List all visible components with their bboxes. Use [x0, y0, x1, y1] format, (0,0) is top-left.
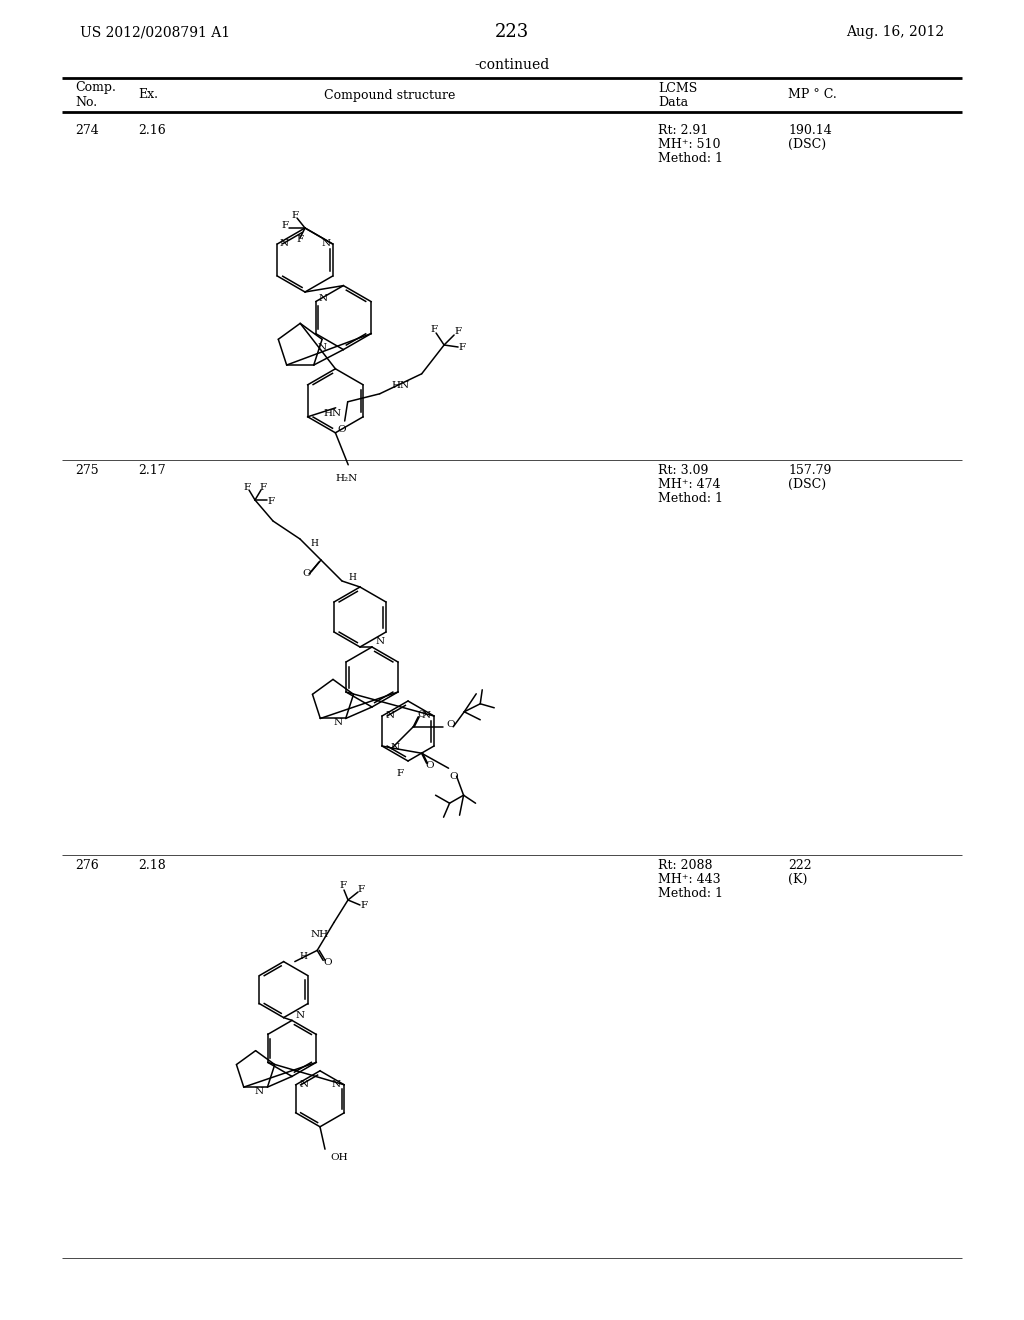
Text: Method: 1: Method: 1: [658, 492, 723, 506]
Text: N: N: [332, 1080, 341, 1089]
Text: F: F: [455, 326, 462, 335]
Text: N: N: [322, 239, 331, 248]
Text: 222: 222: [788, 859, 812, 873]
Text: N: N: [299, 1080, 308, 1089]
Text: 2.18: 2.18: [138, 859, 166, 873]
Text: N: N: [255, 1086, 264, 1096]
Text: O: O: [337, 425, 346, 433]
Text: N: N: [333, 718, 342, 727]
Text: N: N: [318, 294, 328, 304]
Text: MP ° C.: MP ° C.: [788, 88, 837, 102]
Text: (K): (K): [788, 873, 807, 886]
Text: H: H: [310, 539, 317, 548]
Text: F: F: [339, 882, 346, 891]
Text: N: N: [317, 343, 327, 352]
Text: 190.14: 190.14: [788, 124, 831, 137]
Text: F: F: [267, 498, 274, 507]
Text: F: F: [459, 342, 466, 351]
Text: N: N: [280, 239, 289, 248]
Text: O: O: [303, 569, 311, 578]
Text: Ex.: Ex.: [138, 88, 158, 102]
Text: O: O: [445, 721, 455, 729]
Text: -continued: -continued: [474, 58, 550, 73]
Text: HN: HN: [392, 381, 410, 391]
Text: H₂N: H₂N: [335, 474, 357, 483]
Text: O: O: [323, 958, 332, 966]
Text: O: O: [417, 710, 426, 719]
Text: F: F: [282, 222, 289, 231]
Text: F: F: [292, 211, 299, 220]
Text: Data: Data: [658, 95, 688, 108]
Text: F: F: [259, 483, 266, 492]
Text: F: F: [360, 902, 368, 911]
Text: O: O: [450, 772, 458, 780]
Text: 2.17: 2.17: [138, 465, 166, 477]
Text: F: F: [430, 325, 437, 334]
Text: Comp.: Comp.: [75, 82, 116, 95]
Text: F: F: [357, 886, 365, 895]
Text: LCMS: LCMS: [658, 82, 697, 95]
Text: N: N: [422, 711, 430, 721]
Text: OH: OH: [330, 1152, 347, 1162]
Text: Rt: 3.09: Rt: 3.09: [658, 465, 709, 477]
Text: N: N: [376, 638, 385, 647]
Text: 276: 276: [75, 859, 98, 873]
Text: Rt: 2088: Rt: 2088: [658, 859, 713, 873]
Text: 274: 274: [75, 124, 98, 137]
Text: N: N: [390, 743, 399, 752]
Text: N: N: [296, 1011, 304, 1020]
Text: F: F: [396, 768, 403, 777]
Text: O: O: [425, 760, 434, 770]
Text: No.: No.: [75, 95, 97, 108]
Text: 223: 223: [495, 22, 529, 41]
Text: N: N: [385, 711, 394, 721]
Text: MH⁺: 474: MH⁺: 474: [658, 478, 721, 491]
Text: Method: 1: Method: 1: [658, 152, 723, 165]
Text: NH: NH: [311, 929, 329, 939]
Text: F: F: [244, 483, 251, 492]
Text: H: H: [299, 952, 307, 961]
Text: Method: 1: Method: 1: [658, 887, 723, 900]
Text: H: H: [348, 573, 356, 582]
Text: US 2012/0208791 A1: US 2012/0208791 A1: [80, 25, 230, 40]
Text: F: F: [296, 235, 303, 244]
Text: 275: 275: [75, 465, 98, 477]
Text: HN: HN: [324, 409, 342, 418]
Text: (DSC): (DSC): [788, 139, 826, 150]
Text: (DSC): (DSC): [788, 478, 826, 491]
Text: Rt: 2.91: Rt: 2.91: [658, 124, 709, 137]
Text: Aug. 16, 2012: Aug. 16, 2012: [846, 25, 944, 40]
Text: 2.16: 2.16: [138, 124, 166, 137]
Text: MH⁺: 510: MH⁺: 510: [658, 139, 721, 150]
Text: Compound structure: Compound structure: [325, 88, 456, 102]
Text: MH⁺: 443: MH⁺: 443: [658, 873, 721, 886]
Text: 157.79: 157.79: [788, 465, 831, 477]
